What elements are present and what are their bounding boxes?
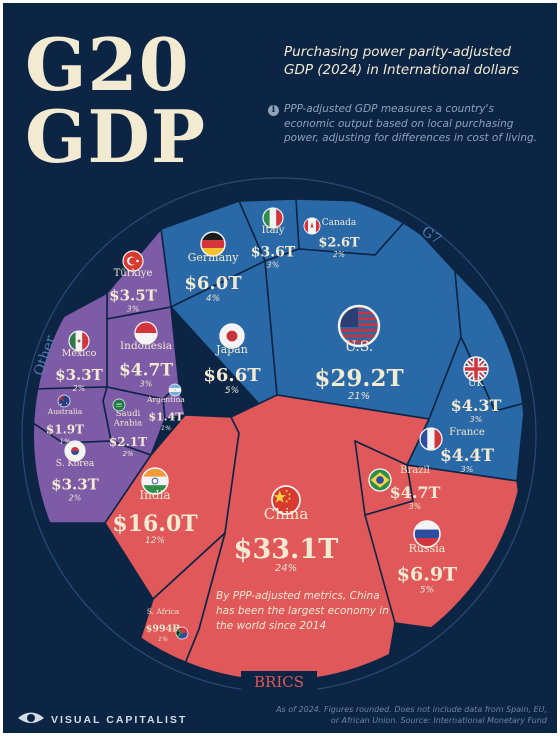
- value-russia: $6.9T: [397, 564, 457, 586]
- share-brazil: 3%: [409, 502, 422, 511]
- value-t-rkiye: $3.5T: [109, 286, 158, 304]
- share-t-rkiye: 3%: [127, 304, 140, 313]
- source-note: As of 2024. Figures rounded. Does not in…: [276, 705, 547, 725]
- value-saudi-arabia: $2.1T: [109, 435, 147, 449]
- label-india: India: [139, 488, 170, 502]
- germany-flag-icon: [200, 231, 226, 257]
- title-g20: G20: [25, 22, 190, 107]
- label-uk: UK: [468, 378, 484, 389]
- label-russia: Russia: [409, 542, 446, 555]
- label-brazil: Brazil: [400, 465, 430, 476]
- south-africa-flag-icon: [175, 626, 189, 640]
- label-saudi-arabia: Saudi: [116, 409, 141, 419]
- indonesia-flag-icon: [134, 321, 158, 345]
- brand-name: VISUAL CAPITALIST: [51, 714, 188, 726]
- argentina-flag-icon: [168, 383, 182, 397]
- value-italy: $3.6T: [251, 244, 296, 260]
- share-japan: 5%: [225, 386, 239, 396]
- value-indonesia: $4.7T: [119, 360, 173, 380]
- india-flag-icon: [141, 467, 169, 495]
- share-italy: 3%: [267, 260, 280, 269]
- value-s-korea: $3.3T: [51, 475, 100, 493]
- share-argentina: 1%: [161, 424, 171, 432]
- value-s-africa: $994B: [146, 623, 180, 634]
- brics-label-bg: [241, 671, 317, 693]
- title-gdp: GDP: [25, 94, 207, 179]
- turkey-flag-icon: [122, 250, 144, 272]
- brazil-flag-icon: [368, 468, 392, 492]
- france-flag-icon: [419, 427, 443, 451]
- share-mexico: 2%: [73, 384, 86, 393]
- label-s-korea: S. Korea: [56, 459, 95, 469]
- share-u-s: 21%: [348, 391, 370, 402]
- uk-flag-icon: [463, 356, 489, 382]
- label-saudi-arabia-1: Arabia: [113, 419, 143, 429]
- canada-flag-icon: [303, 217, 321, 235]
- mexico-flag-icon: [68, 330, 90, 352]
- share-india: 12%: [145, 536, 165, 546]
- subtitle: Purchasing power parity-adjusted GDP (20…: [284, 44, 519, 78]
- australia-flag-icon: [57, 394, 71, 408]
- note: PPP-adjusted GDP measures a country's ec…: [284, 103, 537, 144]
- label-t-rkiye: Türkiye: [114, 268, 153, 279]
- share-france: 3%: [461, 465, 474, 474]
- italy-flag-icon: [262, 207, 284, 229]
- share-china: 24%: [275, 563, 297, 574]
- label-china: China: [264, 505, 309, 523]
- value-mexico: $3.3T: [55, 366, 104, 384]
- value-china: $33.1T: [234, 534, 339, 565]
- label-argentina: Argentina: [146, 395, 185, 404]
- label-australia: Australia: [47, 407, 83, 416]
- share-germany: 4%: [206, 294, 220, 304]
- value-japan: $6.6T: [203, 365, 261, 386]
- china-flag-icon: [271, 485, 301, 515]
- value-argentina: $1.4T: [149, 411, 185, 424]
- label-u-s: U.S.: [345, 339, 374, 355]
- share-indonesia: 3%: [140, 379, 153, 388]
- russia-flag-icon: [413, 520, 441, 548]
- visual-capitalist-logo: [18, 712, 44, 723]
- value-u-s: $29.2T: [314, 365, 403, 392]
- label-s-africa: S. Africa: [147, 607, 180, 616]
- label-canada: Canada: [322, 218, 357, 228]
- share-canada: 2%: [333, 250, 345, 259]
- group-label-brics: BRICS: [254, 673, 304, 691]
- value-india: $16.0T: [112, 511, 198, 537]
- label-indonesia: Indonesia: [120, 340, 172, 352]
- infographic: G20 GDP Purchasing power parity-adjusted…: [3, 3, 557, 733]
- value-canada: $2.6T: [318, 236, 360, 251]
- label-mexico: Mexico: [62, 348, 97, 359]
- share-australia: 1%: [59, 437, 70, 445]
- share-uk: 3%: [470, 415, 483, 424]
- annotation-line-2: the world since 2014: [216, 620, 326, 632]
- value-germany: $6.0T: [184, 273, 242, 294]
- label-france: France: [449, 427, 485, 438]
- info-icon: i: [268, 105, 279, 116]
- value-france: $4.4T: [440, 446, 494, 466]
- share-s-africa: 1%: [158, 635, 168, 643]
- share-russia: 5%: [420, 586, 434, 596]
- label-italy: Italy: [262, 225, 285, 236]
- value-brazil: $4.7T: [390, 483, 441, 502]
- japan-flag-icon: [219, 323, 245, 349]
- annotation-line-1: has been the largest economy in: [216, 605, 389, 617]
- south-korea-flag-icon: [64, 440, 86, 462]
- share-saudi-arabia: 2%: [122, 450, 133, 458]
- value-uk: $4.3T: [451, 396, 502, 415]
- annotation-line-0: By PPP-adjusted metrics, China: [216, 590, 380, 602]
- voronoi-chart: G7OtherBRICSU.S.$29.2T21%Japan$6.6T5%Ger…: [21, 177, 537, 693]
- value-australia: $1.9T: [46, 422, 84, 436]
- share-s-korea: 2%: [69, 493, 82, 502]
- label-japan: Japan: [215, 343, 248, 356]
- label-germany: Germany: [188, 251, 240, 264]
- saudi-arabia-flag-icon: [112, 398, 126, 412]
